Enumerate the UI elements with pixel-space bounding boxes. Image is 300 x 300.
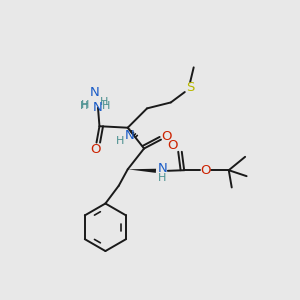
Text: H: H xyxy=(158,173,167,183)
Text: O: O xyxy=(90,142,100,156)
Text: O: O xyxy=(161,130,172,143)
Text: H: H xyxy=(116,136,124,146)
Text: S: S xyxy=(186,81,194,94)
Text: N: N xyxy=(90,86,100,99)
Text: N: N xyxy=(158,162,167,175)
Text: H: H xyxy=(81,100,90,110)
Text: N: N xyxy=(93,101,103,114)
Text: H: H xyxy=(80,101,88,111)
Text: H: H xyxy=(100,98,109,107)
Text: H: H xyxy=(102,101,110,111)
Text: O: O xyxy=(200,164,211,177)
Polygon shape xyxy=(128,169,156,173)
Text: N: N xyxy=(124,129,134,142)
Text: O: O xyxy=(168,139,178,152)
